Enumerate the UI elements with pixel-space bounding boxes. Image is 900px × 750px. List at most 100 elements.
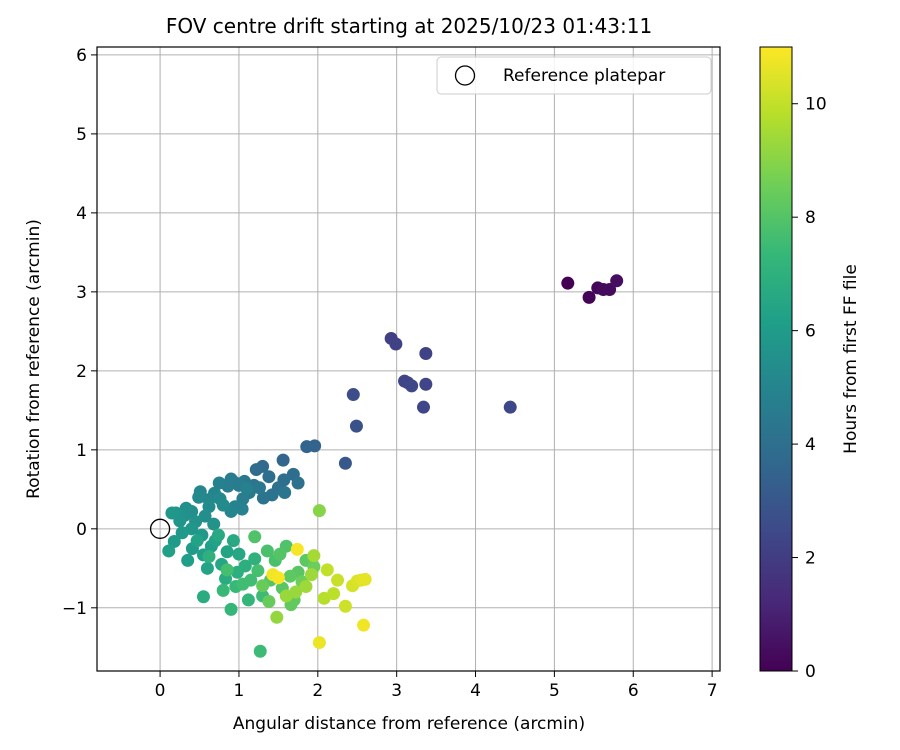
grid-lines (97, 47, 720, 671)
data-point (299, 579, 313, 593)
data-point (603, 282, 617, 296)
data-point (240, 482, 254, 496)
y-tick-label: 2 (76, 362, 87, 382)
colorbar-label: Hours from first FF file (841, 264, 861, 454)
data-point (271, 571, 285, 585)
data-point (241, 593, 255, 607)
data-point (220, 563, 234, 577)
colorbar-tick-label: 10 (805, 95, 827, 115)
data-point (262, 470, 276, 484)
x-tick-label: 0 (155, 681, 166, 701)
data-point (260, 544, 274, 558)
x-axis-label: Angular distance from reference (arcmin) (233, 714, 585, 734)
x-tick-label: 5 (549, 681, 560, 701)
data-point (165, 506, 179, 520)
data-point (173, 514, 187, 528)
data-point (419, 346, 433, 360)
plot-frame (96, 46, 721, 672)
data-point (307, 549, 321, 563)
data-point (216, 498, 230, 512)
data-point (236, 492, 250, 506)
data-point (198, 509, 212, 523)
data-point (419, 377, 433, 391)
data-point (248, 552, 262, 566)
data-point (251, 564, 265, 578)
colorbar-tick-label: 4 (805, 435, 816, 455)
legend: Reference platepar (436, 56, 712, 95)
data-point (320, 563, 334, 577)
data-point (167, 534, 181, 548)
data-point (346, 388, 360, 402)
x-tick-label: 7 (707, 681, 718, 701)
data-point (338, 456, 352, 470)
legend-box (436, 56, 712, 95)
y-tick-label: 4 (76, 204, 87, 224)
data-point (226, 534, 240, 548)
data-point (190, 534, 204, 548)
colorbar-tick-label: 8 (805, 208, 816, 228)
x-tick-label: 2 (312, 681, 323, 701)
data-point (220, 545, 234, 559)
y-axis-ticks: −1 0 1 2 3 4 5 6 (62, 46, 97, 619)
data-point (582, 290, 596, 304)
reference-platepar-marker (149, 518, 171, 539)
x-tick-label: 1 (234, 681, 245, 701)
y-tick-label: 1 (76, 441, 87, 461)
data-point (207, 517, 221, 531)
y-tick-label: 0 (76, 520, 87, 540)
data-point (200, 561, 214, 575)
data-point (503, 400, 517, 414)
data-point (211, 528, 225, 542)
scatter-points (162, 274, 624, 658)
y-axis-label: Rotation from reference (arcmin) (24, 219, 44, 499)
data-point (249, 463, 263, 477)
colorbar-tick-label: 6 (805, 322, 816, 342)
legend-label: Reference platepar (503, 66, 665, 86)
data-point (610, 274, 624, 288)
data-point (224, 602, 238, 616)
y-tick-label: 5 (76, 125, 87, 145)
data-point (262, 594, 276, 608)
data-point (256, 579, 270, 593)
y-tick-label: 3 (76, 283, 87, 303)
x-axis-ticks: 0 1 2 3 4 5 6 7 (155, 671, 718, 701)
data-point (270, 610, 284, 624)
data-point (253, 644, 267, 658)
data-point (308, 439, 322, 453)
data-point (289, 585, 303, 599)
data-point (312, 504, 326, 518)
colorbar-tick-label: 0 (805, 662, 816, 682)
x-tick-label: 6 (628, 681, 639, 701)
x-tick-label: 3 (391, 681, 402, 701)
data-point (338, 599, 352, 613)
colorbar-ticks: 0 2 4 6 8 10 (792, 95, 827, 682)
legend-marker-icon (454, 65, 476, 86)
y-tick-label: −1 (62, 599, 87, 619)
data-point (162, 544, 176, 558)
data-point (312, 636, 326, 650)
plot-background (97, 47, 720, 671)
colorbar-tick-label: 2 (805, 549, 816, 569)
data-point (305, 568, 319, 582)
data-point (236, 577, 250, 591)
data-point (276, 453, 290, 467)
data-point (175, 526, 189, 540)
data-point (235, 502, 249, 516)
data-point (196, 590, 210, 604)
data-point (252, 481, 266, 495)
data-point (290, 542, 304, 556)
data-point (561, 276, 575, 290)
colorbar (759, 46, 793, 672)
data-point (416, 400, 430, 414)
data-point (248, 530, 262, 544)
data-point (358, 572, 372, 586)
data-point (331, 573, 345, 587)
y-tick-label: 6 (76, 46, 87, 66)
data-point (202, 549, 216, 563)
data-point (291, 476, 305, 490)
data-point (181, 553, 195, 567)
data-point (232, 547, 246, 561)
data-point (327, 587, 341, 601)
data-point (389, 337, 403, 351)
